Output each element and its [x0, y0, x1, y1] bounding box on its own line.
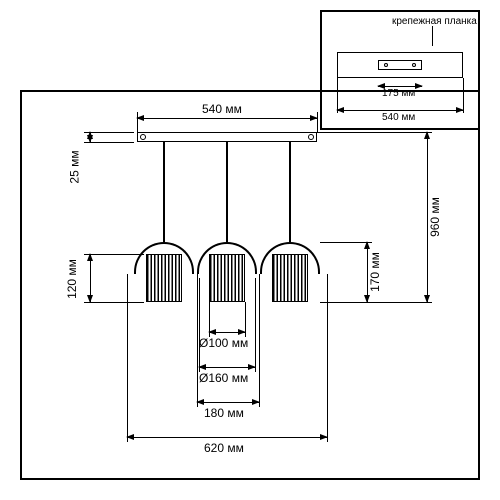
ext-line [199, 278, 200, 372]
ext-line [84, 302, 144, 303]
canopy [137, 132, 317, 142]
dim-line [197, 402, 259, 403]
shade [209, 254, 245, 302]
total-height-label: 960 мм [428, 197, 442, 237]
rod [226, 142, 228, 242]
ext-line [255, 278, 256, 372]
rod [163, 142, 165, 242]
screw [140, 134, 146, 140]
shade-height-label: 120 мм [65, 259, 79, 299]
callout-line [432, 26, 433, 46]
canopy-width-label: 540 мм [202, 102, 242, 116]
rod [289, 142, 291, 242]
ext-line [127, 274, 128, 442]
dim-line [90, 254, 91, 302]
pendant-height-label: 170 мм [368, 252, 382, 292]
ext-line [197, 274, 198, 407]
dim-line [127, 437, 327, 438]
ext-line [317, 112, 318, 132]
hole [384, 63, 388, 67]
dim-line [209, 332, 245, 333]
shade [272, 254, 308, 302]
ext-line [320, 242, 372, 243]
main-frame: 540 мм 25 мм 120 мм 960 мм 170 мм Ø100 м… [20, 90, 480, 480]
screw [308, 134, 314, 140]
pendant-width-label: 180 мм [204, 406, 244, 420]
ext-line [327, 274, 328, 442]
canopy-height-label: 25 мм [68, 150, 82, 183]
dim-line [90, 132, 91, 142]
total-width-label: 620 мм [204, 441, 244, 455]
inset-title: крепежная планка [392, 16, 477, 27]
ext-line [317, 132, 432, 133]
ext-line [137, 112, 138, 132]
inner-diameter-label: Ø100 мм [199, 336, 248, 350]
ext-line [320, 302, 432, 303]
outer-diameter-label: Ø160 мм [199, 371, 248, 385]
ext-line [209, 302, 210, 337]
ext-line [84, 142, 134, 143]
ext-line [245, 302, 246, 337]
shade [146, 254, 182, 302]
dim-line [199, 367, 255, 368]
hole [412, 63, 416, 67]
ext-line [84, 254, 144, 255]
ext-line [259, 274, 260, 407]
dim-line [137, 118, 317, 119]
dim-line [378, 86, 422, 87]
ext-line [84, 132, 134, 133]
